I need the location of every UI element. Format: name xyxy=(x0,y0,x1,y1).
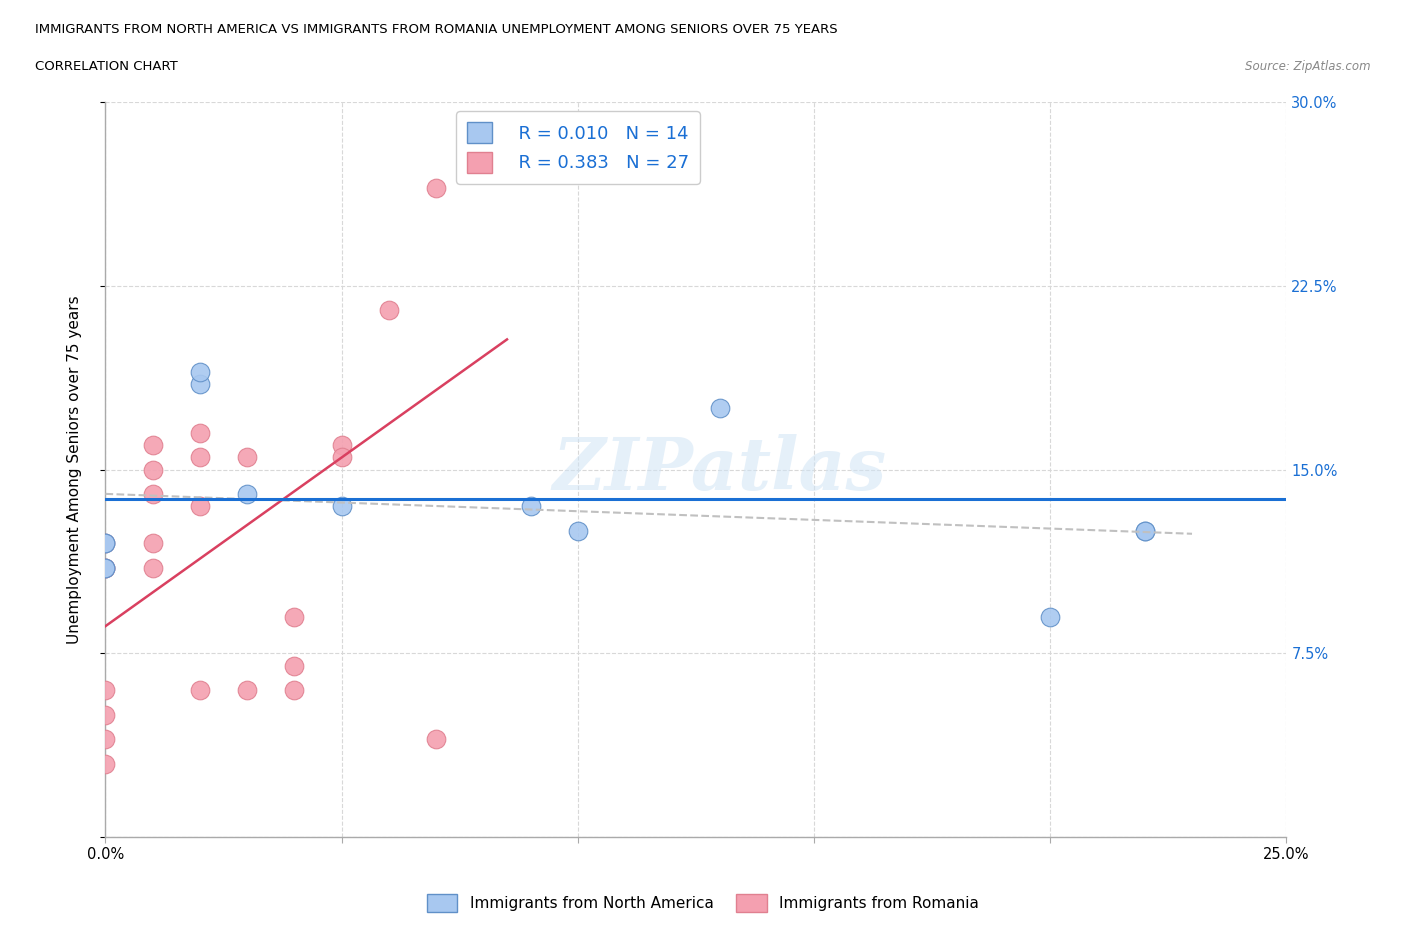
Point xyxy=(94,732,117,747)
Point xyxy=(94,560,117,575)
Point xyxy=(283,658,305,673)
Point xyxy=(142,486,165,501)
Point xyxy=(425,732,447,747)
Point xyxy=(330,438,353,453)
Point xyxy=(188,426,211,441)
Point xyxy=(472,119,495,134)
Point xyxy=(519,498,541,513)
Point xyxy=(283,683,305,698)
Point xyxy=(94,536,117,551)
Point xyxy=(188,450,211,465)
Point xyxy=(94,683,117,698)
Point xyxy=(94,536,117,551)
Point xyxy=(188,377,211,392)
Text: IMMIGRANTS FROM NORTH AMERICA VS IMMIGRANTS FROM ROMANIA UNEMPLOYMENT AMONG SENI: IMMIGRANTS FROM NORTH AMERICA VS IMMIGRA… xyxy=(35,23,838,36)
Y-axis label: Unemployment Among Seniors over 75 years: Unemployment Among Seniors over 75 years xyxy=(67,296,82,644)
Point xyxy=(283,609,305,624)
Point xyxy=(142,462,165,477)
Point xyxy=(94,560,117,575)
Point xyxy=(142,536,165,551)
Point xyxy=(94,707,117,722)
Legend: Immigrants from North America, Immigrants from Romania: Immigrants from North America, Immigrant… xyxy=(420,888,986,918)
Point xyxy=(330,450,353,465)
Point xyxy=(188,365,211,379)
Point xyxy=(378,303,401,318)
Point xyxy=(236,486,259,501)
Point xyxy=(1039,609,1062,624)
Point xyxy=(142,560,165,575)
Point xyxy=(709,401,731,416)
Point xyxy=(425,180,447,195)
Text: CORRELATION CHART: CORRELATION CHART xyxy=(35,60,179,73)
Point xyxy=(236,450,259,465)
Legend:   R = 0.010   N = 14,   R = 0.383   N = 27: R = 0.010 N = 14, R = 0.383 N = 27 xyxy=(456,112,700,184)
Point xyxy=(142,438,165,453)
Point xyxy=(567,524,589,538)
Point xyxy=(236,683,259,698)
Point xyxy=(188,498,211,513)
Point xyxy=(330,498,353,513)
Text: ZIPatlas: ZIPatlas xyxy=(553,434,887,505)
Point xyxy=(94,756,117,771)
Point xyxy=(1133,524,1156,538)
Point xyxy=(94,560,117,575)
Text: Source: ZipAtlas.com: Source: ZipAtlas.com xyxy=(1246,60,1371,73)
Point xyxy=(188,683,211,698)
Point xyxy=(94,536,117,551)
Point xyxy=(1133,524,1156,538)
Point xyxy=(94,560,117,575)
